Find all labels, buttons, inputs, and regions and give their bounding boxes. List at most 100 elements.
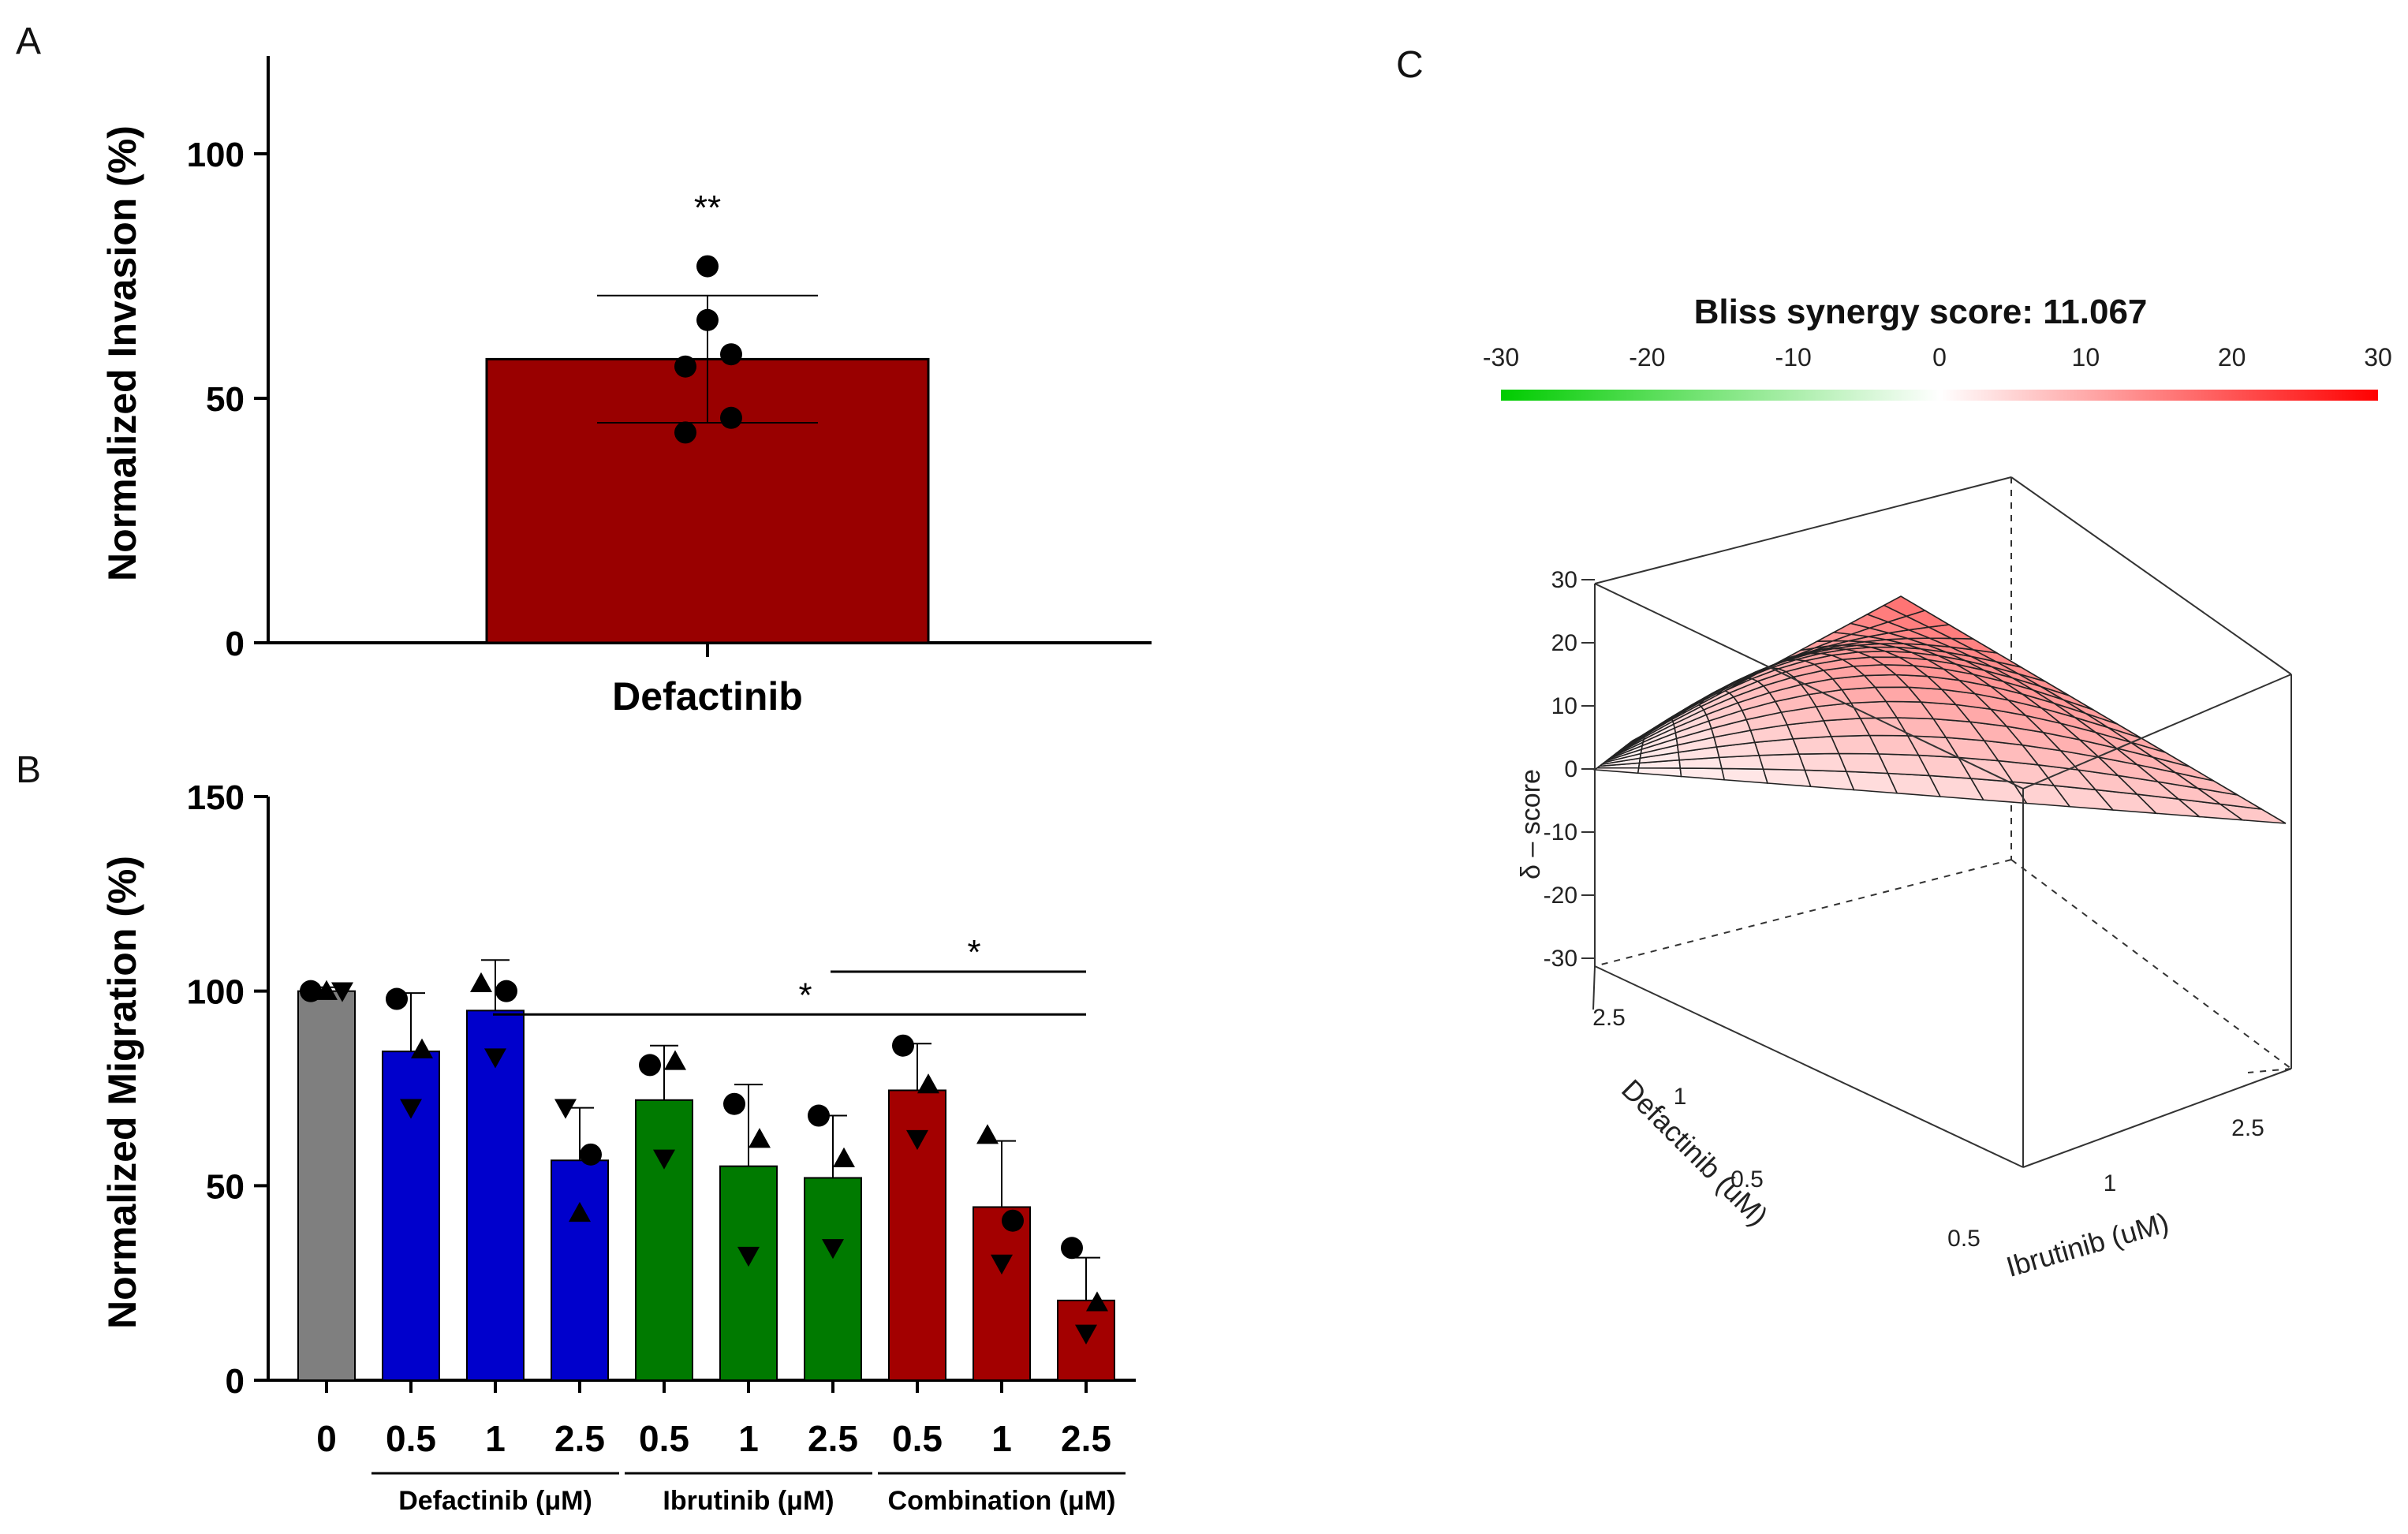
panel-b-point (400, 1099, 422, 1119)
panel-b-ylabel: Normalized Migration (%) (100, 856, 144, 1329)
panel-b-point (892, 1034, 914, 1057)
panel-b-xtick-label: 1 (485, 1418, 506, 1459)
panel-b-bar (466, 1010, 525, 1382)
panel-b-point (723, 1092, 745, 1115)
panel-c-chart: Bliss synergy score: 11.067 δ – score Ib… (1483, 293, 2392, 1283)
panel-b-group-label: Defactinib (μM) (398, 1486, 592, 1516)
panel-b-ytick-label: 100 (187, 973, 245, 1012)
panel-c-zlabel: δ – score (1516, 769, 1546, 879)
box-edge (1594, 476, 2012, 584)
panel-b-xtick-label: 2.5 (554, 1418, 605, 1459)
panel-label-a: A (16, 21, 41, 62)
colorbar (1501, 390, 2378, 401)
z-tick-label: -10 (1544, 819, 1577, 845)
panel-b-xtick-label: 0.5 (386, 1418, 436, 1459)
panel-b-point (484, 1048, 506, 1069)
panel-b-point (1086, 1291, 1108, 1312)
surface-cell (1882, 595, 1927, 618)
panel-a-ytick-label: 0 (226, 625, 245, 663)
panel-b-point (470, 972, 492, 992)
panel-a-chart: Normalized Invasion (%) Defactinib ** 0 5… (100, 56, 1152, 718)
box-edge (2022, 1068, 2292, 1168)
panel-b-xtick-label: 1 (738, 1418, 759, 1459)
panel-b-point (300, 980, 322, 1002)
panel-a-category-label: Defactinib (612, 674, 803, 718)
surface-cell (1758, 753, 1806, 771)
panel-label-b: B (16, 749, 41, 791)
colorbar-tick-label: -30 (1483, 343, 1519, 371)
panel-b-bar (551, 1159, 609, 1382)
panel-b-xtick-label: 0.5 (639, 1418, 689, 1459)
surface-cell (1798, 752, 1848, 773)
panel-b-point (653, 1149, 675, 1170)
ibrutinib-tick-label: 1 (2104, 1170, 2117, 1196)
panel-b-point (580, 1143, 602, 1166)
panel-b-point (315, 980, 338, 1000)
panel-b-group-label: Ibrutinib (μM) (663, 1486, 834, 1516)
panel-b-point (495, 980, 517, 1002)
box-edge (1594, 965, 2024, 1168)
z-tick-label: -20 (1544, 883, 1577, 909)
box-edge-hidden (2010, 859, 2292, 1069)
panel-b-xtick-label: 2.5 (1061, 1418, 1111, 1459)
panel-c-ylabel: Defactinib (uM) (1615, 1073, 1775, 1232)
panel-b-point (1075, 1324, 1097, 1345)
z-tick-label: 30 (1551, 567, 1577, 593)
defactinib-tick-label: 1 (1674, 1084, 1687, 1110)
panel-c-title: Bliss synergy score: 11.067 (1694, 293, 2148, 331)
panel-b-significance: * (798, 976, 812, 1014)
surface-cell (1679, 767, 1726, 781)
panel-b-point (906, 1129, 928, 1151)
ibrutinib-tick-label: 2.5 (2231, 1115, 2264, 1141)
z-tick-label: -30 (1544, 946, 1577, 972)
box-edge (1592, 965, 1596, 1010)
panel-b-point (822, 1239, 844, 1260)
panel-b-point (991, 1254, 1013, 1275)
colorbar-tick-label: 20 (2218, 343, 2246, 371)
colorbar-tick-label: -10 (1775, 343, 1812, 371)
panel-b-point (917, 1073, 939, 1094)
panel-b-ytick-label: 0 (226, 1362, 245, 1401)
panel-b-point (331, 982, 353, 1002)
panel-b-bar (719, 1165, 778, 1381)
panel-b-significance: * (967, 933, 980, 972)
panel-label-c: C (1396, 44, 1424, 86)
panel-a-significance: ** (694, 188, 721, 227)
panel-b-point (639, 1054, 661, 1077)
panel-a-point (720, 406, 742, 429)
panel-b-xtick-label: 0.5 (892, 1418, 943, 1459)
surface-cell (1762, 768, 1812, 788)
panel-b-bar (973, 1206, 1031, 1382)
panel-b-xtick-label: 0 (316, 1418, 337, 1459)
panel-a-point (674, 355, 696, 378)
panel-b-point (1061, 1237, 1083, 1260)
z-tick-label: 0 (1564, 756, 1577, 782)
panel-b-group-label: Combination (μM) (888, 1486, 1116, 1516)
panel-c-xlabel: Ibrutinib (uM) (2003, 1206, 2172, 1283)
panel-b-ytick-label: 150 (187, 778, 245, 817)
colorbar-tick-label: -20 (1629, 343, 1665, 371)
panel-b-xtick-label: 2.5 (808, 1418, 858, 1459)
box-edge (2010, 476, 2292, 675)
panel-b-point (554, 1099, 577, 1119)
panel-b-bar (804, 1177, 862, 1381)
panel-b-point (411, 1038, 433, 1058)
panel-a-ytick-label: 100 (187, 136, 245, 174)
panel-a-point (674, 421, 696, 444)
panel-b-point (833, 1147, 855, 1167)
panel-b-point (749, 1128, 771, 1148)
panel-b-bar (297, 990, 356, 1381)
panel-b-bar (635, 1099, 693, 1382)
panel-b-point (386, 987, 408, 1010)
surface-cell (1720, 767, 1769, 784)
panel-b-point (737, 1246, 760, 1267)
panel-b-xtick-label: 1 (991, 1418, 1012, 1459)
panel-a-point (720, 343, 742, 366)
ibrutinib-tick-label: 0.5 (1947, 1226, 1981, 1252)
panel-b-point (664, 1050, 686, 1070)
panel-a-ylabel: Normalized Invasion (%) (100, 125, 144, 581)
z-tick-label: 10 (1551, 693, 1577, 719)
box-edge (2022, 674, 2292, 789)
panel-b-point (808, 1104, 830, 1127)
